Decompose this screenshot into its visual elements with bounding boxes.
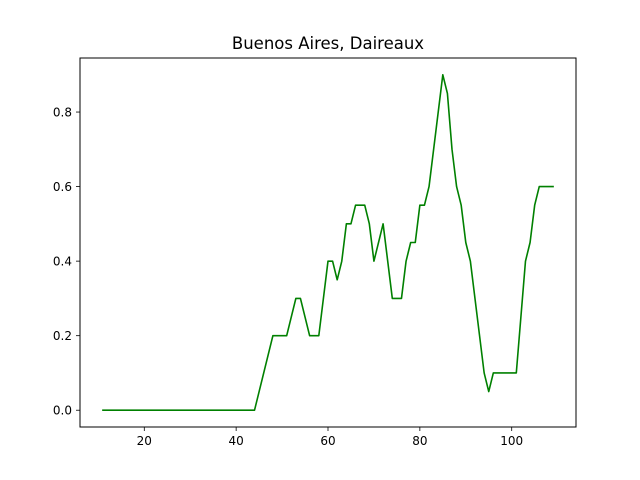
plot-frame	[79, 57, 577, 428]
x-tick-label: 80	[412, 434, 427, 448]
y-tick-label: 0.2	[53, 329, 72, 343]
y-tick-label: 0.8	[53, 106, 72, 120]
chart-title: Buenos Aires, Daireaux	[232, 34, 424, 53]
x-tick-label: 100	[500, 434, 523, 448]
x-tick-label: 20	[137, 434, 152, 448]
y-tick-label: 0.4	[53, 255, 72, 269]
x-tick-label: 60	[320, 434, 335, 448]
x-tick-label: 40	[229, 434, 244, 448]
y-tick-label: 0.6	[53, 180, 72, 194]
y-tick-label: 0.0	[53, 404, 72, 418]
series-line-0	[102, 73, 554, 412]
